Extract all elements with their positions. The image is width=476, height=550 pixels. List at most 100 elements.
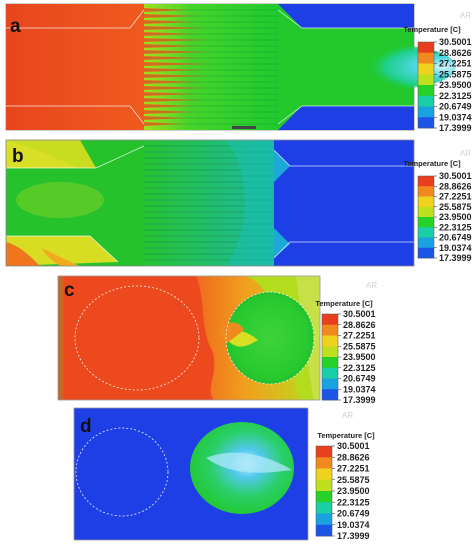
panel-c-watermark: AR (366, 281, 377, 290)
colorbar-b: Temperature [C] 30.500128.862627.225125.5… (403, 159, 471, 263)
panel-a-hot-inlet (6, 4, 144, 130)
panel-b-inlet-top-yellow (6, 140, 78, 168)
panel-b-core-cool (226, 140, 274, 266)
colorbar-b-tick-label: 19.0374 (439, 243, 472, 253)
panel-b-outlet-edge-top (274, 150, 290, 182)
colorbar-c-tick-label: 25.5875 (343, 341, 376, 351)
colorbar-a-tick-label: 27.2251 (439, 59, 472, 69)
colorbar-d-tick-label: 22.3125 (337, 497, 370, 507)
colorbar-c-swatch (322, 367, 338, 379)
colorbar-b-swatch (418, 247, 434, 259)
colorbar-d-tick-label: 17.3999 (337, 531, 370, 541)
panel-c-left-outline (74, 285, 200, 391)
colorbar-b-swatch (418, 237, 434, 249)
colorbar-c-tick-label: 28.8626 (343, 320, 376, 330)
panel-a-outlet-top-blue (278, 4, 414, 28)
panel-a-watermark: AR (460, 11, 471, 20)
colorbar-b-tick-label: 28.8626 (439, 181, 472, 191)
colorbar-a-tick-label: 28.8626 (439, 48, 472, 58)
colorbar-c-swatch (322, 335, 338, 347)
panel-c-right-outline (225, 291, 315, 385)
colorbar-c-swatch (322, 357, 338, 369)
colorbar-d-swatch (316, 446, 332, 458)
colorbar-b-title: Temperature [C] (403, 159, 461, 168)
colorbar-a-swatch (418, 42, 434, 54)
colorbar-c-swatch (322, 324, 338, 336)
panel-b-watermark: AR (460, 149, 471, 158)
colorbar-a-swatch (418, 106, 434, 118)
panel-d-frame (73, 407, 309, 541)
colorbar-a-tick-label: 17.3999 (439, 123, 472, 133)
colorbar-d-tick-label: 25.5875 (337, 475, 370, 485)
panel-b-inlet-bottom-orange (42, 248, 80, 266)
panel-b-inlet-bottom-hot (6, 242, 40, 266)
colorbar-d-swatch (316, 491, 332, 503)
colorbar-a-tick-label: 23.9500 (439, 80, 472, 90)
panel-a-cold-jet (328, 45, 456, 89)
colorbar-d-tick-label: 23.9500 (337, 486, 370, 496)
panel-a-probe (232, 126, 256, 129)
panel-a-fin-lines (144, 9, 278, 125)
panel-d-label: d (80, 416, 92, 437)
colorbar-a: Temperature [C] 30.500128.862627.225125.5… (403, 25, 471, 133)
colorbar-b-tick-label: 23.9500 (439, 212, 472, 222)
panel-b-inlet-patch (16, 182, 104, 218)
panel-c-frame (57, 275, 321, 401)
panel-c-left-edge (58, 276, 64, 400)
panel-d-cold-streak (206, 452, 292, 473)
colorbar-b-swatch (418, 176, 434, 187)
colorbar-c-tick-label: 30.5001 (343, 309, 376, 319)
colorbar-a-title: Temperature [C] (403, 25, 461, 34)
panel-d-left-outline (75, 427, 169, 517)
panel-c-label: c (64, 280, 75, 301)
panel-d-watermark: AR (342, 411, 353, 420)
colorbar-a-tick-label: 25.5875 (439, 69, 472, 79)
colorbar-b-tick-label: 27.2251 (439, 192, 472, 202)
colorbar-d-swatch (316, 479, 332, 492)
panel-b-inlet-bottom-warm (6, 236, 118, 266)
panel-c-disc (226, 292, 314, 384)
panel-b-outline (6, 145, 414, 263)
panel-a-label: a (10, 16, 21, 37)
colorbar-c: Temperature [C]30.500128.862627.225125.5… (315, 299, 375, 405)
colorbar-d-swatch (316, 524, 332, 537)
colorbar-c-tick-label: 20.6749 (343, 374, 376, 384)
colorbar-b-swatch (418, 227, 434, 238)
colorbar-a-tick-label: 20.6749 (439, 102, 472, 112)
colorbar-a-tick-label: 19.0374 (439, 112, 472, 122)
colorbar-d-tick-label: 19.0374 (337, 520, 370, 530)
colorbar-d-tick-label: 27.2251 (337, 464, 370, 474)
colorbar-b-tick-label: 22.3125 (439, 222, 472, 232)
panel-a-fin-core (144, 4, 278, 130)
colorbar-a-tick-label: 30.5001 (439, 37, 472, 47)
colorbar-a-swatch (418, 52, 434, 64)
colorbar-c-tick-label: 27.2251 (343, 331, 376, 341)
colorbar-c-tick-label: 22.3125 (343, 363, 376, 373)
colorbar-a-swatch (418, 85, 434, 97)
colorbar-c-title: Temperature [C] (315, 299, 373, 308)
colorbar-b-swatch (418, 206, 434, 218)
colorbar-b-tick-label: 25.5875 (439, 202, 472, 212)
colorbar-d-tick-label: 30.5001 (337, 441, 370, 451)
panel-a: a (5, 3, 456, 131)
panel-b-outlet-edge-bottom (274, 228, 290, 258)
panel-d: d (73, 407, 309, 541)
colorbar-b-tick-label: 17.3999 (439, 253, 472, 263)
colorbar-c-tick-label: 23.9500 (343, 352, 376, 362)
colorbar-b-tick-label: 20.6749 (439, 233, 472, 243)
colorbar-b-swatch (418, 217, 434, 228)
colorbar-d-swatch (316, 513, 332, 526)
colorbar-d-tick-label: 28.8626 (337, 452, 370, 462)
panel-c: c (57, 275, 321, 401)
panel-b: b (5, 139, 415, 267)
colorbar-c-swatch (322, 346, 338, 358)
panel-b-frame (5, 139, 415, 267)
colorbar-c-swatch (322, 389, 338, 401)
colorbar-d-swatch (316, 502, 332, 514)
colorbar-c-tick-label: 17.3999 (343, 395, 376, 405)
colorbar-b-tick-label: 30.5001 (439, 171, 472, 181)
colorbar-a-swatch (418, 95, 434, 107)
colorbar-b-swatch (418, 196, 434, 208)
